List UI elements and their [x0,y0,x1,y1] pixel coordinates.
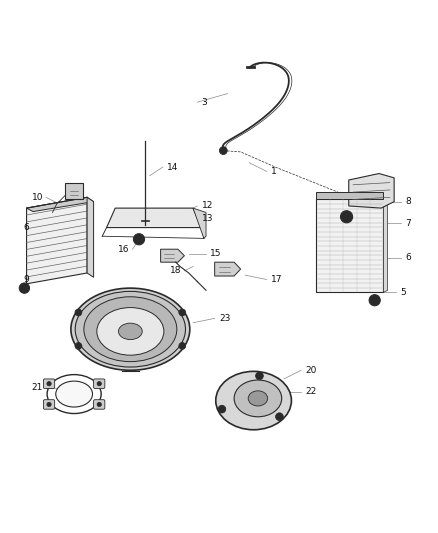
Circle shape [47,382,51,386]
FancyBboxPatch shape [43,379,55,389]
Polygon shape [316,192,383,199]
Circle shape [97,402,101,407]
Ellipse shape [56,381,92,407]
Polygon shape [215,262,240,276]
Text: 21: 21 [32,383,43,392]
Circle shape [276,413,283,421]
Circle shape [219,147,227,155]
Ellipse shape [118,323,142,340]
Text: 9: 9 [24,275,29,284]
Polygon shape [106,208,202,228]
FancyBboxPatch shape [94,400,105,409]
Ellipse shape [216,372,291,430]
Text: 6: 6 [405,253,411,262]
Text: 10: 10 [32,193,43,202]
Text: 6: 6 [24,223,29,232]
Ellipse shape [84,297,177,361]
Circle shape [255,372,263,379]
Text: 18: 18 [170,266,181,276]
Text: 1: 1 [271,167,277,176]
Circle shape [218,405,226,413]
Text: 16: 16 [118,245,130,254]
Polygon shape [27,197,87,284]
Circle shape [369,295,380,306]
Text: 7: 7 [405,219,411,228]
Circle shape [179,343,186,350]
Polygon shape [27,197,94,212]
Circle shape [97,382,101,386]
Circle shape [134,233,145,245]
FancyBboxPatch shape [66,183,83,199]
Text: 23: 23 [219,314,230,323]
Polygon shape [193,208,206,238]
Ellipse shape [97,308,164,355]
FancyBboxPatch shape [94,379,105,389]
Circle shape [75,343,82,350]
Polygon shape [349,174,394,208]
Ellipse shape [234,380,282,417]
Circle shape [340,211,353,223]
Ellipse shape [248,391,268,406]
Circle shape [19,283,30,293]
Polygon shape [87,197,94,277]
Text: 3: 3 [202,98,208,107]
Text: 15: 15 [210,249,222,258]
Text: 5: 5 [401,288,406,297]
Text: 22: 22 [305,387,317,397]
Text: 17: 17 [271,275,283,284]
Ellipse shape [71,288,190,370]
Circle shape [47,402,51,407]
Polygon shape [161,249,184,262]
Circle shape [179,309,186,316]
Text: 14: 14 [167,163,178,172]
Polygon shape [383,197,388,293]
Text: 13: 13 [202,214,213,223]
Text: 12: 12 [202,201,213,211]
Circle shape [75,309,82,316]
Text: 20: 20 [305,366,317,375]
Ellipse shape [75,292,185,367]
Text: 8: 8 [405,197,411,206]
Polygon shape [316,199,383,293]
FancyBboxPatch shape [43,400,55,409]
